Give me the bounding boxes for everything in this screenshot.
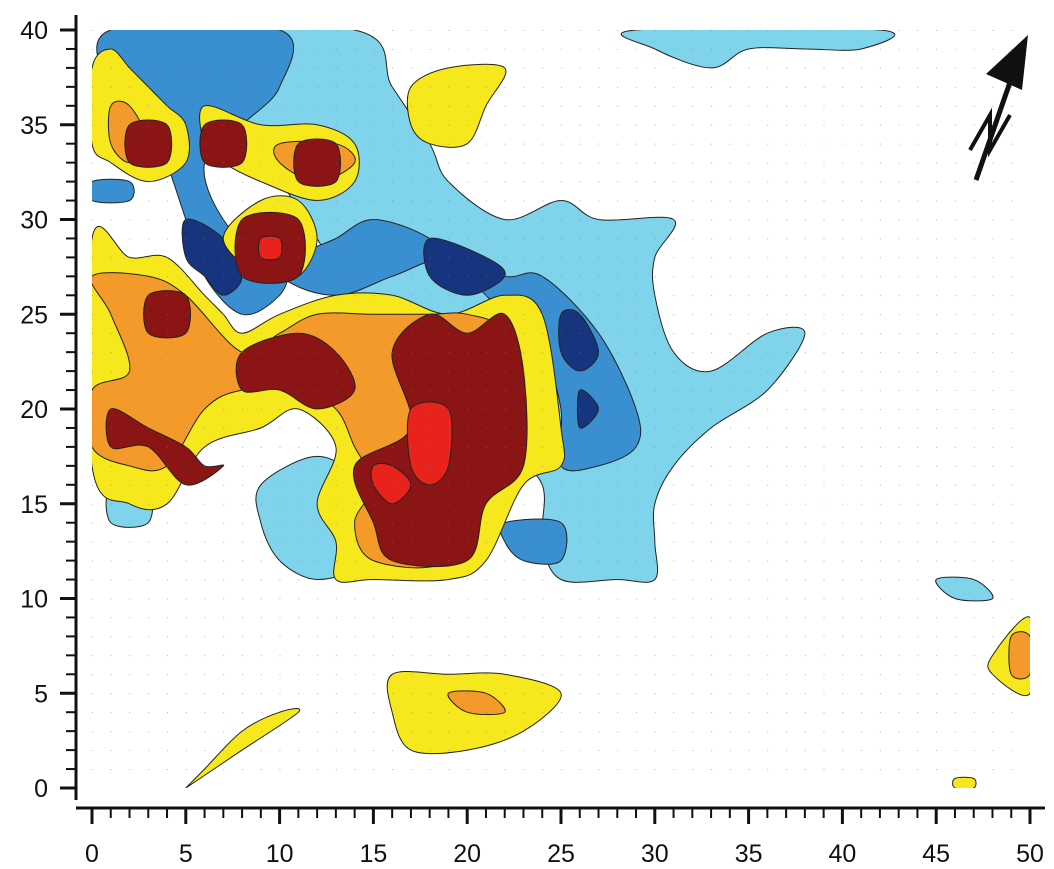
y-tick-label: 25	[20, 301, 48, 329]
y-tick-label: 15	[20, 491, 48, 519]
x-tick-label: 50	[1016, 840, 1044, 868]
x-tick-label: 0	[85, 840, 99, 868]
axes: 0 5 10 15 20 25 30 35 40 45 50 0 5 10 15 20 25 30 35 40	[20, 15, 1045, 868]
x-tick-label: 15	[359, 840, 387, 868]
dot-grid	[92, 30, 1030, 788]
y-tick-label: 5	[34, 680, 48, 708]
x-tick-label: 25	[547, 840, 575, 868]
y-tick-label: 0	[34, 775, 48, 803]
x-tick-label: 40	[828, 840, 856, 868]
y-tick-label: 30	[20, 207, 48, 235]
x-tick-label: 5	[179, 840, 193, 868]
x-tick-label: 10	[266, 840, 294, 868]
north-label	[968, 107, 1012, 158]
y-tick-label: 10	[20, 586, 48, 614]
plot-area	[92, 30, 1030, 788]
y-tick-label: 40	[20, 17, 48, 45]
x-tick-label: 45	[922, 840, 950, 868]
x-tick-label: 20	[453, 840, 481, 868]
x-tick-label: 30	[641, 840, 669, 868]
y-tick-label: 35	[20, 112, 48, 140]
north-arrow-icon	[968, 35, 1028, 181]
y-tick-label: 20	[20, 396, 48, 424]
x-tick-label: 35	[735, 840, 763, 868]
